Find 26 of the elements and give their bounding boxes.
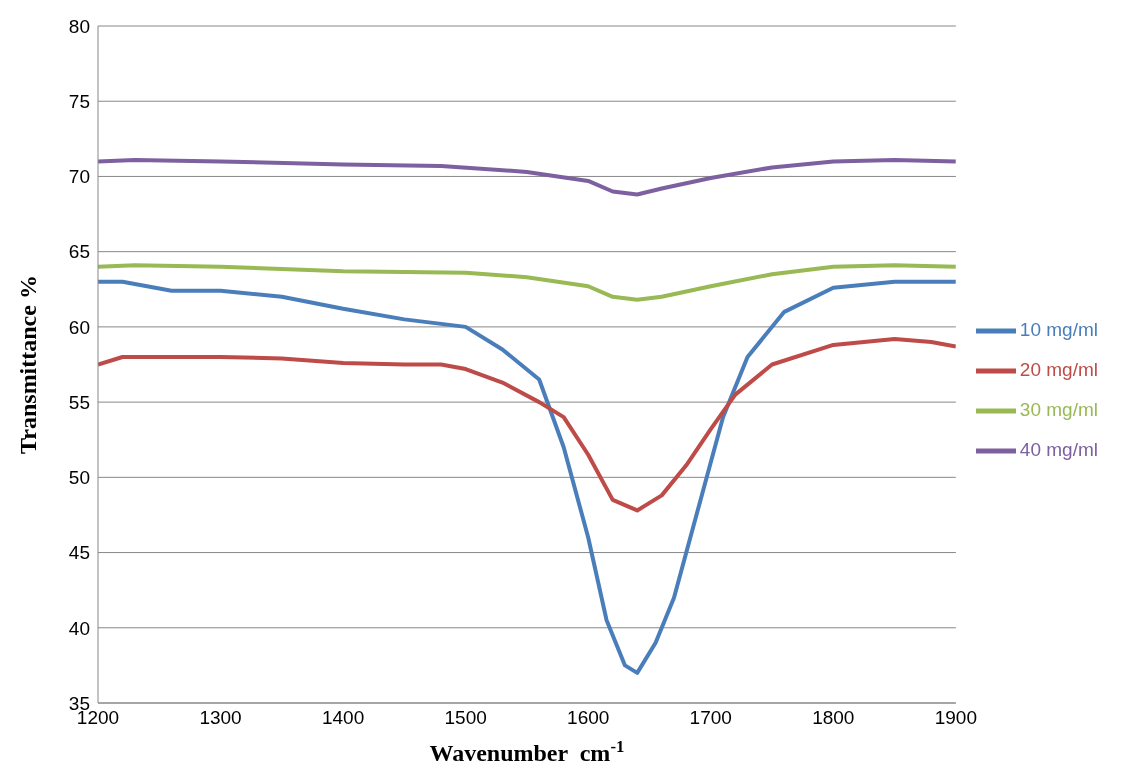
legend-label: 40 mg/ml — [1019, 438, 1098, 460]
y-tick-label: 50 — [68, 467, 90, 489]
x-tick-label: 1600 — [567, 707, 610, 729]
x-tick-label: 1800 — [812, 707, 855, 729]
legend-label: 30 mg/ml — [1019, 398, 1098, 420]
x-tick-label: 1300 — [199, 707, 242, 729]
x-axis-title: Wavenumber cm$^{-1}$ — [429, 736, 625, 766]
line-series — [98, 263, 956, 302]
x-tick-label: 1500 — [444, 707, 487, 729]
legend-label: 20 mg/ml — [1019, 358, 1098, 380]
x-tick-label: 1900 — [934, 707, 977, 729]
x-tick-label: 1400 — [321, 707, 365, 729]
line-series — [98, 157, 956, 197]
y-tick-label: 45 — [68, 542, 90, 564]
y-tick-label: 80 — [68, 15, 90, 37]
y-tick-label: 75 — [68, 90, 90, 112]
legend-label: 10 mg/ml — [1019, 318, 1098, 340]
y-tick-label: 40 — [68, 617, 90, 639]
x-tick-label: 1700 — [689, 707, 732, 729]
line-series — [98, 336, 956, 513]
y-tick-label: 60 — [68, 316, 90, 338]
y-tick-label: 70 — [68, 166, 90, 188]
y-tick-label: 65 — [68, 241, 90, 263]
y-tick-label: 55 — [68, 391, 90, 413]
line-series — [98, 279, 956, 675]
y-axis-title: Transmittance % — [15, 275, 41, 454]
